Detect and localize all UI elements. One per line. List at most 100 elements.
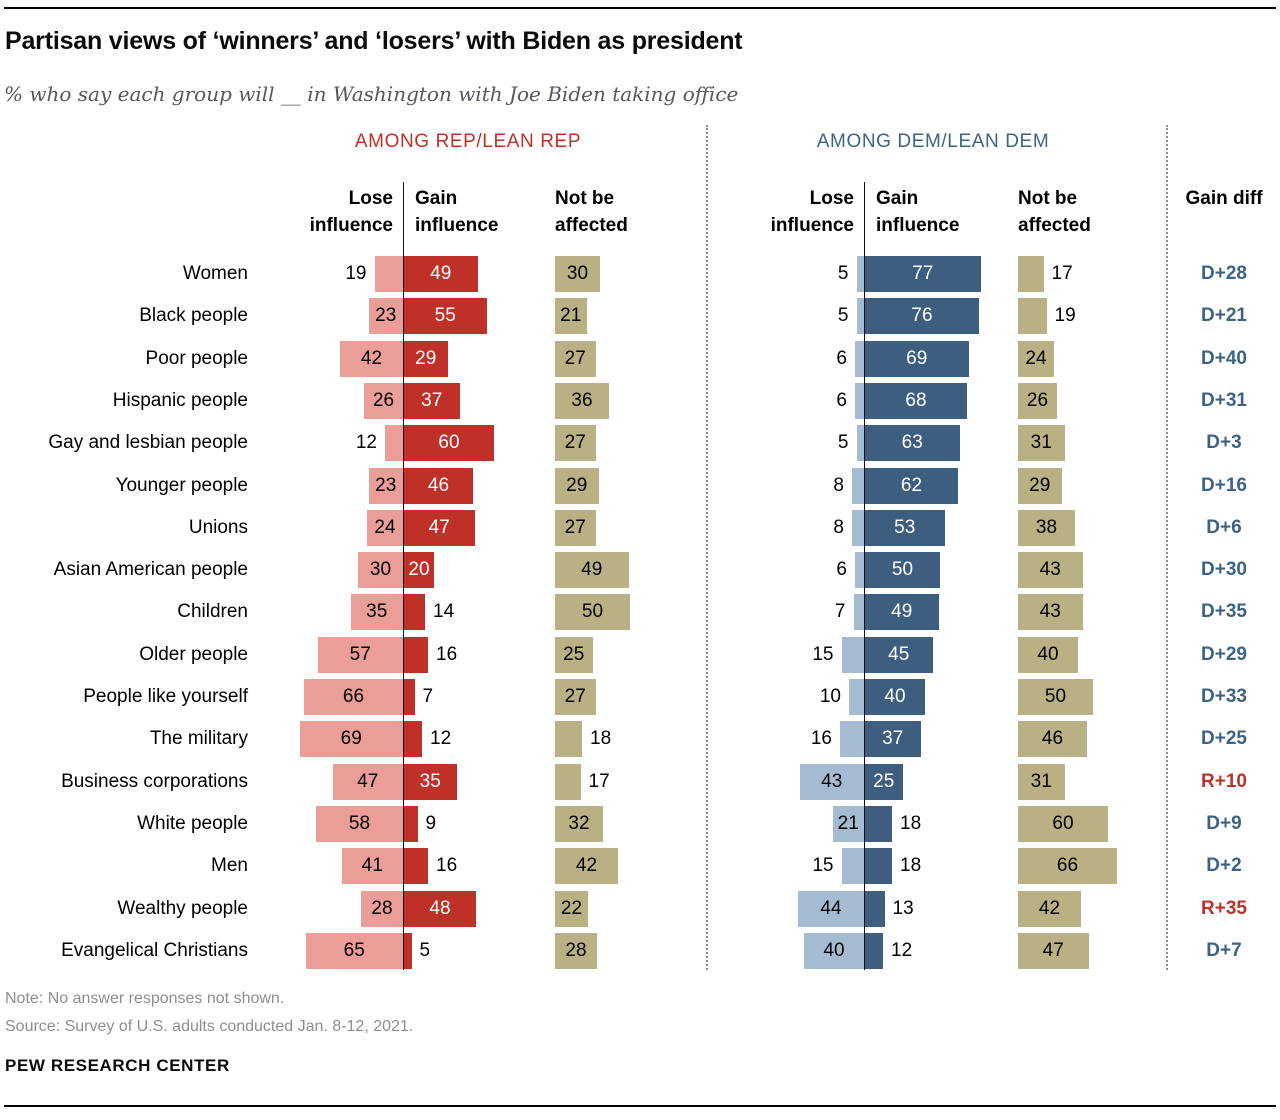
col-header-dem-1: Gain influence [876,185,1076,239]
rep-lose-value: 57 [349,643,371,665]
gain-diff-value: D+33 [1201,686,1247,707]
row-label: Younger people [115,474,248,496]
col-header-line: affected [1018,215,1091,236]
dem-notaffected-value: 66 [1056,855,1079,877]
rep-axis-line [403,182,404,970]
rep-notaffected-value: 50 [581,601,604,623]
col-header-dem-0: Lose influence [654,185,854,239]
dem-lose-bar [840,721,864,758]
rep-notaffected-value: 22 [560,897,583,919]
gain-diff-value: D+35 [1201,601,1247,623]
rep-notaffected-bar [555,636,593,673]
rep-notaffected-value: 36 [571,389,593,411]
rep-lose-value: 28 [371,897,393,919]
gain-diff-value: D+6 [1206,516,1242,538]
rep-notaffected-value: 27 [564,686,586,707]
dem-notaffected-value: 60 [1052,812,1074,834]
dem-gain-bar [865,890,885,927]
rep-notaffected-bar [555,467,599,504]
dem-notaffected-value: 29 [1029,474,1051,496]
rep-lose-bar [305,932,403,969]
dem-notaffected-bar [1018,721,1087,758]
dem-gain-value: 68 [905,389,927,411]
dem-notaffected-value: 24 [1025,347,1047,369]
row-label: White people [137,812,248,834]
dem-notaffected-bar [1018,256,1044,292]
dem-gain-value: 18 [900,855,922,877]
top-rule [4,7,1276,9]
dem-gain-bar [865,340,969,377]
col-header-line: Gain [876,188,919,209]
col-header-line: influence [876,215,960,236]
dem-gain-bar [865,805,892,842]
rep-gain-bar [404,805,418,842]
col-header-rep-2: Not be affected [555,185,755,239]
dem-notaffected-bar [1018,298,1047,335]
dem-gain-value: 45 [888,643,910,665]
dem-lose-value: 44 [820,897,842,919]
gain-diff-value: D+31 [1201,389,1247,411]
rep-notaffected-bar [555,763,581,800]
dem-notaffected-value: 42 [1038,897,1061,919]
rep-lose-value: 24 [374,516,396,538]
rep-lose-value: 30 [369,559,392,581]
dem-notaffected-value: 26 [1026,389,1049,411]
dem-lose-bar [841,848,864,885]
rep-gain-value: 47 [428,516,450,538]
dem-gain-bar [865,298,979,335]
dem-lose-bar [849,679,864,715]
rep-lose-value: 65 [343,939,365,961]
dem-lose-bar [856,298,864,335]
rep-notaffected-value: 32 [568,812,590,834]
col-header-rep-1: Gain influence [415,185,615,239]
rep-notaffected-value: 17 [588,770,610,792]
rep-notaffected-bar [555,552,629,589]
dem-notaffected-value: 40 [1037,643,1059,665]
dem-lose-value: 7 [834,601,846,623]
chart-subtitle: % who say each group will __ in Washingt… [4,82,739,106]
dem-lose-bar [799,763,864,800]
row-label: Children [177,601,248,623]
rep-gain-bar [404,509,475,546]
dem-notaffected-bar [1018,340,1054,377]
dem-gain-value: 25 [873,770,895,792]
rep-lose-value: 23 [375,474,397,496]
dem-notaffected-value: 17 [1051,263,1073,284]
dem-lose-bar [856,425,864,462]
col-header-line: Lose [809,188,854,209]
col-header-line: affected [555,215,628,236]
col-header-line: Lose [348,188,393,209]
rep-lose-bar [367,509,403,546]
dem-lose-bar [853,594,864,631]
rep-notaffected-value: 27 [564,347,586,369]
row-label: Evangelical Christians [61,939,248,961]
gain-diff-value: D+25 [1201,728,1247,750]
dem-gain-bar [865,256,981,292]
panel-label-rep: AMONG REP/LEAN REP [354,131,582,152]
rep-notaffected-value: 49 [581,559,603,581]
gain-diff-value: D+21 [1201,305,1247,327]
dem-notaffected-bar [1018,763,1065,800]
rep-notaffected-value: 30 [566,263,589,284]
rep-gain-bar [404,890,476,927]
dem-gain-value: 37 [882,728,904,750]
dem-lose-value: 8 [833,474,844,496]
row-label: The military [149,728,248,750]
rep-lose-bar [368,298,403,335]
dem-gain-value: 77 [912,263,934,284]
col-header-line: Not be [555,188,615,209]
dem-notaffected-value: 38 [1035,516,1058,538]
rep-lose-bar [340,340,403,377]
dem-gain-bar [865,763,903,800]
rep-gain-value: 7 [422,686,434,707]
rep-lose-value: 19 [345,263,367,284]
rep-gain-value: 55 [434,305,456,327]
rep-notaffected-value: 21 [560,305,582,327]
rep-lose-bar [317,636,403,673]
rep-gain-bar [404,932,412,969]
dem-lose-value: 6 [836,347,847,369]
rep-gain-value: 49 [430,263,452,284]
dem-notaffected-bar [1018,552,1083,589]
rep-gain-value: 48 [429,897,451,919]
gain-diff-value: D+3 [1206,432,1242,454]
